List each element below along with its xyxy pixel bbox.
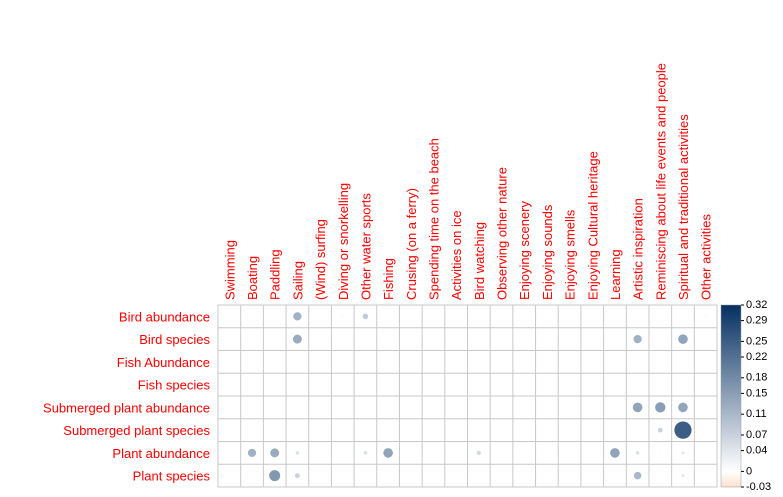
- row-label: Bird abundance: [119, 309, 210, 324]
- column-label: Reminiscing about life events and people: [653, 63, 668, 300]
- column-label: Spiritual and traditional activities: [676, 114, 691, 300]
- cell-circle: [270, 448, 280, 458]
- colorbar-tick-label: 0.32: [746, 299, 767, 311]
- colorbar: [720, 304, 742, 488]
- column-label: Boating: [245, 256, 260, 300]
- column-label: Activities on ice: [449, 210, 464, 300]
- row-label: Plant abundance: [112, 446, 210, 461]
- cell-circle: [410, 452, 412, 454]
- cell-circle: [681, 474, 685, 477]
- colorbar-tick-label: 0: [746, 465, 752, 477]
- cell-circle: [342, 338, 344, 340]
- cell-circle: [704, 315, 707, 318]
- row-label: Bird species: [139, 332, 210, 347]
- colorbar-tick-label: 0.22: [746, 351, 767, 363]
- column-label: Swimming: [222, 240, 237, 300]
- cell-circle: [610, 448, 620, 458]
- cell-circle: [659, 452, 661, 454]
- cell-circle: [674, 421, 692, 439]
- colorbar-tick-label: 0.07: [746, 429, 767, 441]
- cell-circle: [362, 313, 369, 320]
- cell-circle: [632, 402, 643, 413]
- cell-circle: [342, 475, 344, 476]
- column-label: Other activities: [699, 214, 714, 300]
- cell-circle: [365, 338, 366, 340]
- column-label: Artistic inspiration: [631, 198, 646, 300]
- cell-circle: [678, 402, 688, 413]
- colorbar-tick-label: 0.11: [746, 408, 767, 420]
- column-label: Enjoying smells: [563, 209, 578, 300]
- cell-circle: [635, 451, 640, 455]
- colorbar-tick-label: 0.15: [746, 387, 767, 399]
- column-label: Enjoying Cultural heritage: [585, 151, 600, 300]
- column-label: Learning: [608, 249, 623, 300]
- column-label: Diving or snorkelling: [336, 183, 351, 300]
- cell-circle: [363, 451, 368, 455]
- column-label: Enjoying scenery: [517, 201, 532, 300]
- row-label: Fish Abundance: [117, 355, 210, 370]
- row-label: Fish species: [138, 378, 211, 393]
- column-label: Fishing: [381, 258, 396, 300]
- column-label: Other water sports: [358, 193, 373, 300]
- cell-circle: [633, 471, 642, 480]
- cell-circle: [655, 402, 666, 413]
- cell-circle: [295, 451, 300, 455]
- colorbar-tick-label: 0.25: [746, 335, 767, 347]
- row-label: Submerged plant abundance: [43, 400, 210, 415]
- column-label: Spending time on the beach: [426, 138, 441, 300]
- cell-circle: [383, 448, 393, 458]
- column-label: Sailing: [290, 261, 305, 300]
- colorbar-tick-label: 0.18: [746, 372, 767, 384]
- cell-circle: [293, 312, 302, 321]
- row-label: Submerged plant species: [63, 423, 210, 438]
- cell-circle: [678, 334, 688, 344]
- column-label: (Wind) surfing: [313, 219, 328, 300]
- cell-circle: [247, 448, 257, 457]
- column-label: Paddling: [268, 249, 283, 300]
- column-label: Observing other nature: [495, 167, 510, 300]
- cell-circle: [657, 427, 663, 433]
- colorbar-tick-label: -0.03: [746, 481, 771, 493]
- colorbar-tick-label: 0.29: [746, 315, 767, 327]
- cell-circle: [342, 315, 344, 318]
- cell-circle: [705, 338, 707, 340]
- cell-circle: [705, 452, 707, 454]
- cell-circle: [476, 450, 481, 455]
- column-label: Enjoying sounds: [540, 204, 555, 300]
- cell-circle: [633, 335, 642, 344]
- colorbar-tick-label: 0.04: [746, 445, 767, 457]
- row-label: Plant species: [133, 469, 211, 484]
- cell-circle: [681, 451, 685, 455]
- cell-circle: [410, 475, 412, 476]
- column-label: Crusing (on a ferry): [404, 188, 419, 300]
- cell-circle: [294, 473, 300, 479]
- cell-circle: [269, 470, 281, 482]
- column-label: Bird watching: [472, 222, 487, 300]
- cell-circle: [292, 334, 302, 344]
- cell-circle: [342, 452, 344, 454]
- cell-circle: [319, 452, 321, 454]
